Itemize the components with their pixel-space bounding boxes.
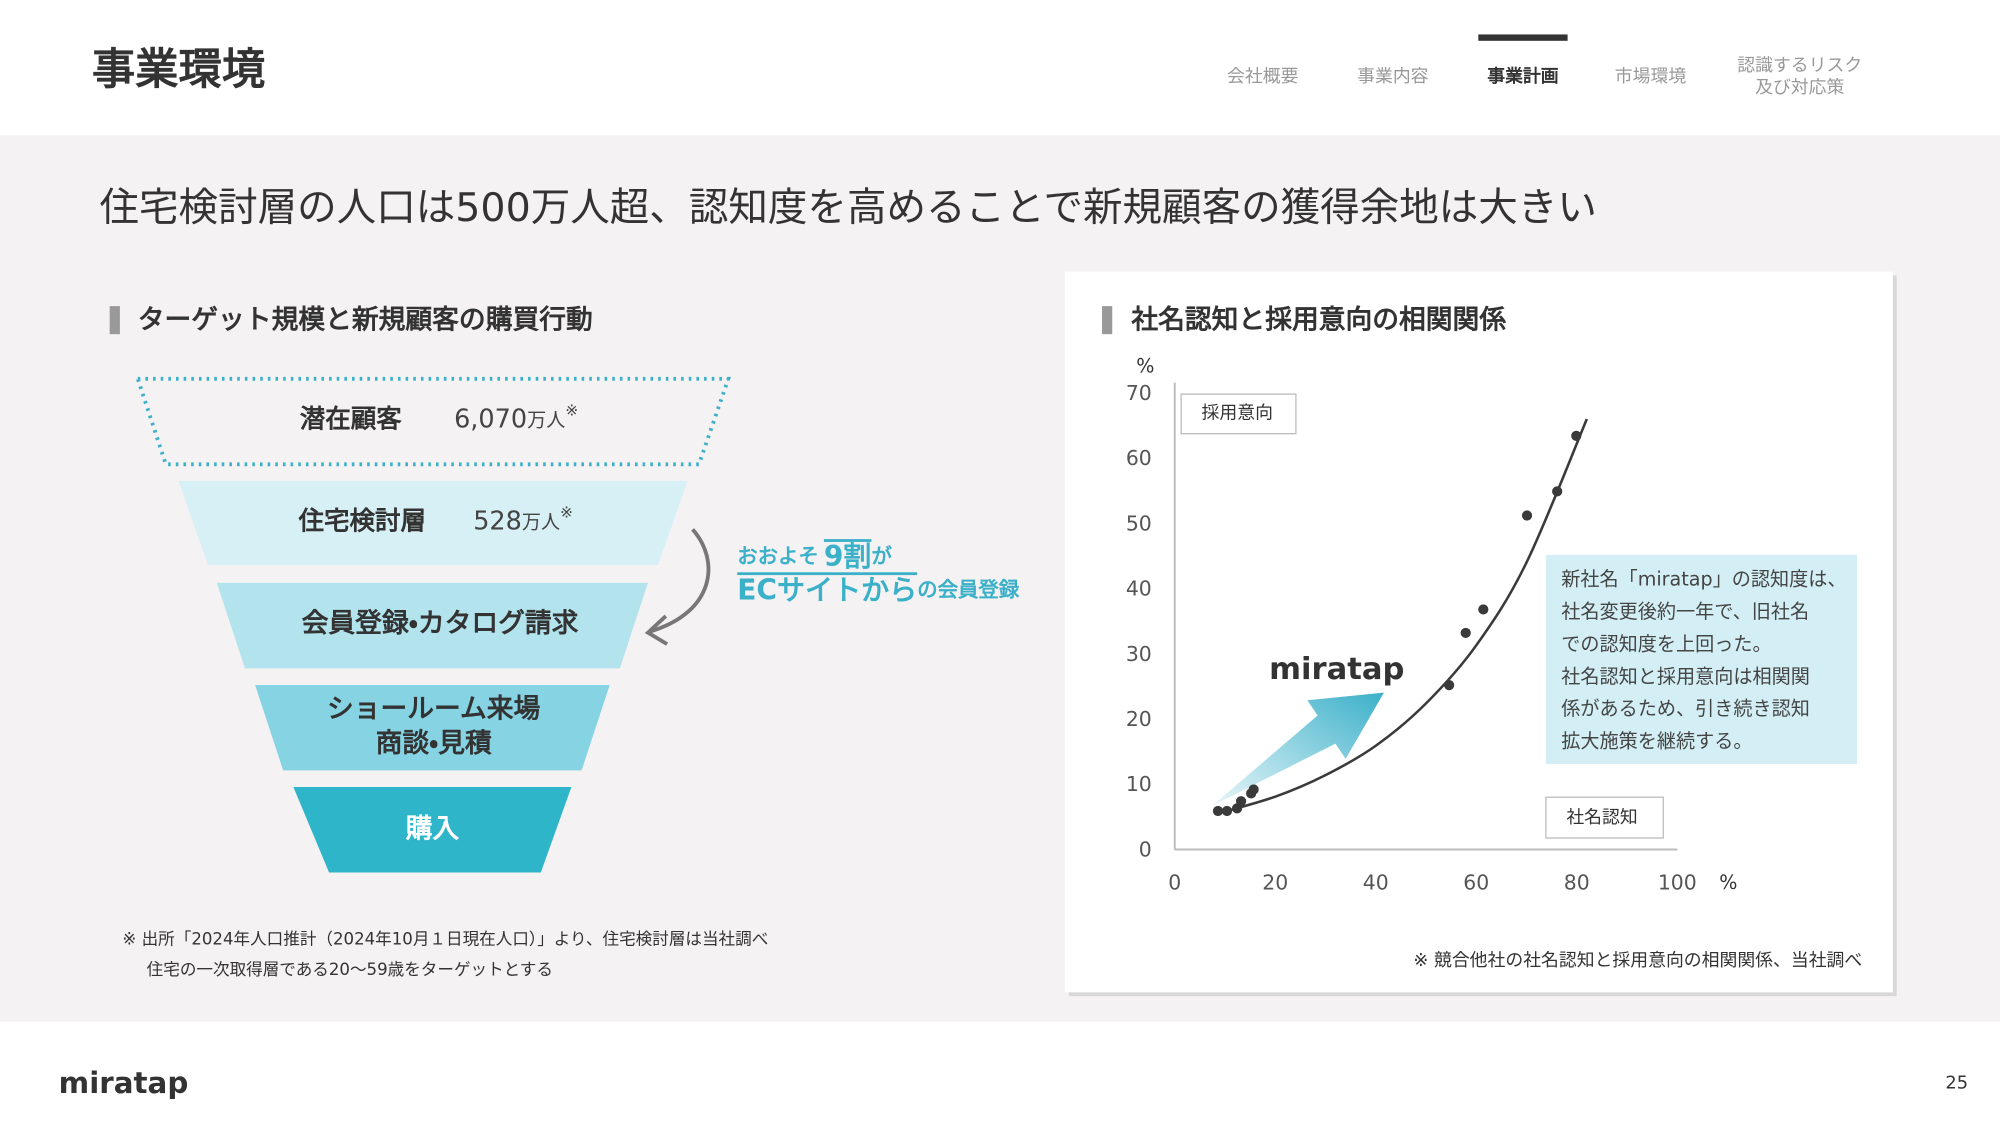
stage-name: 会員登録・カタログ請求 <box>302 607 579 639</box>
x-tick-label: 40 <box>1363 871 1389 895</box>
callout-text: おおよそ <box>737 544 819 568</box>
data-point <box>1552 486 1563 497</box>
y-tick-label: 60 <box>1126 446 1152 470</box>
footnote: ※ 出所「2024年人口推計（2024年10月１日現在人口）」より、住宅検討層は… <box>122 929 768 948</box>
stage-note-mark: ※ <box>560 504 573 522</box>
stage-value: 6,070 <box>454 405 527 435</box>
stage-name: ショールーム来場 <box>327 694 541 725</box>
x-tick-label: 20 <box>1262 871 1288 895</box>
callout: おおよそ 9割が <box>737 540 892 573</box>
funnel-stage <box>255 684 610 771</box>
note-line: 拡大施策を継続する。 <box>1561 730 1752 753</box>
data-point <box>1212 805 1224 817</box>
callout-text: の会員登録 <box>917 577 1020 601</box>
data-point <box>1478 604 1489 615</box>
x-tick-label: 80 <box>1564 871 1590 895</box>
note-box <box>1545 554 1858 765</box>
chart-title: 社名認知と採用意向の相関関係 <box>1130 304 1506 336</box>
x-label-box <box>1545 796 1664 839</box>
x-unit: % <box>1719 871 1737 894</box>
stage-note-mark: ※ <box>565 402 578 420</box>
note-line: 係があるため、引き続き認知 <box>1561 697 1810 720</box>
stage-unit: 万人 <box>527 408 565 431</box>
data-point <box>1221 805 1233 817</box>
page-number: 25 <box>1945 1072 1968 1093</box>
trend-line <box>1214 418 1589 816</box>
section-bar <box>1102 306 1113 335</box>
y-tick-label: 40 <box>1126 577 1152 601</box>
nav-item[interactable]: 及び対応策 <box>1755 77 1844 98</box>
y-label-box <box>1180 393 1297 435</box>
nav-item[interactable]: 認識するリスク <box>1737 55 1862 76</box>
stage-name: 潜在顧客 <box>300 405 403 435</box>
y-tick-label: 10 <box>1126 772 1152 796</box>
callout-arrowhead <box>644 614 669 646</box>
stage-name: 商談・見積 <box>376 728 492 759</box>
stage-label: 潜在顧客 6,070万人※ <box>300 402 578 435</box>
x-tick-label: 100 <box>1658 871 1697 895</box>
plot: 0 10 20 30 40 50 60 70 0 20 40 60 80 100 <box>1126 381 1697 895</box>
chart-logo: miratap <box>1269 652 1404 687</box>
stage-unit: 万人 <box>522 510 560 533</box>
stage-label: 住宅検討層 528万人※ <box>297 504 572 537</box>
data-point <box>1460 627 1471 639</box>
growth-arrow <box>1211 692 1384 807</box>
x-tick-label: 0 <box>1168 871 1181 895</box>
callout-emphasis: 9割 <box>824 540 872 573</box>
headline: 住宅検討層の人口は500万人超、認知度を高めることで新規顧客の獲得余地は大きい <box>99 185 1596 231</box>
data-point <box>1235 796 1247 807</box>
section-title: ターゲット規模と新規顧客の購買行動 <box>138 304 593 336</box>
callout: ECサイトからの会員登録 <box>737 573 1020 606</box>
nav-item[interactable]: 会社概要 <box>1227 66 1299 87</box>
funnel-stage <box>293 786 572 873</box>
footer-logo: miratap <box>59 1066 189 1100</box>
note-line: 新社名「miratap」の認知度は、 <box>1561 568 1846 591</box>
callout-arrow <box>649 528 711 634</box>
nav-item[interactable]: 事業計画 <box>1487 65 1559 87</box>
nav-active-bar <box>1478 34 1568 41</box>
stage-name: 住宅検討層 <box>297 507 426 537</box>
nav-item[interactable]: 市場環境 <box>1615 66 1687 87</box>
y-tick-label: 0 <box>1139 837 1152 861</box>
note: 新社名「miratap」の認知度は、社名変更後約一年で、旧社名での認知度を上回っ… <box>1561 568 1846 753</box>
data-point <box>1521 510 1533 521</box>
section-bar <box>109 306 120 335</box>
data-point <box>1248 784 1259 795</box>
chart-source: ※ 競合他社の社名認知と採用意向の相関関係、当社調べ <box>1413 950 1862 971</box>
x-label: 社名認知 <box>1566 807 1637 828</box>
nav-item[interactable]: 事業内容 <box>1357 66 1429 87</box>
y-tick-label: 50 <box>1126 511 1152 535</box>
footnote: 住宅の一次取得層である20〜59歳をターゲットとする <box>147 960 553 979</box>
data-point <box>1571 430 1582 442</box>
y-unit: % <box>1136 355 1154 378</box>
callout-emphasis: ECサイトから <box>737 573 917 606</box>
stage-name: 購入 <box>406 814 460 845</box>
callout-text: が <box>871 544 892 568</box>
note-line: 社名認知と採用意向は相関関 <box>1561 665 1810 688</box>
y-label: 採用意向 <box>1202 403 1273 424</box>
y-tick-label: 20 <box>1126 707 1152 731</box>
y-tick-label: 30 <box>1126 642 1152 666</box>
stage-value: 528 <box>473 507 522 537</box>
note-line: 社名変更後約一年で、旧社名 <box>1561 600 1809 623</box>
page-title: 事業環境 <box>92 45 265 95</box>
funnel-stage <box>216 582 648 669</box>
note-line: での認知度を上回った。 <box>1561 632 1771 655</box>
funnel-stage <box>178 480 688 566</box>
data-point <box>1444 680 1455 691</box>
x-tick-label: 60 <box>1463 871 1489 895</box>
y-tick-label: 70 <box>1126 381 1152 405</box>
